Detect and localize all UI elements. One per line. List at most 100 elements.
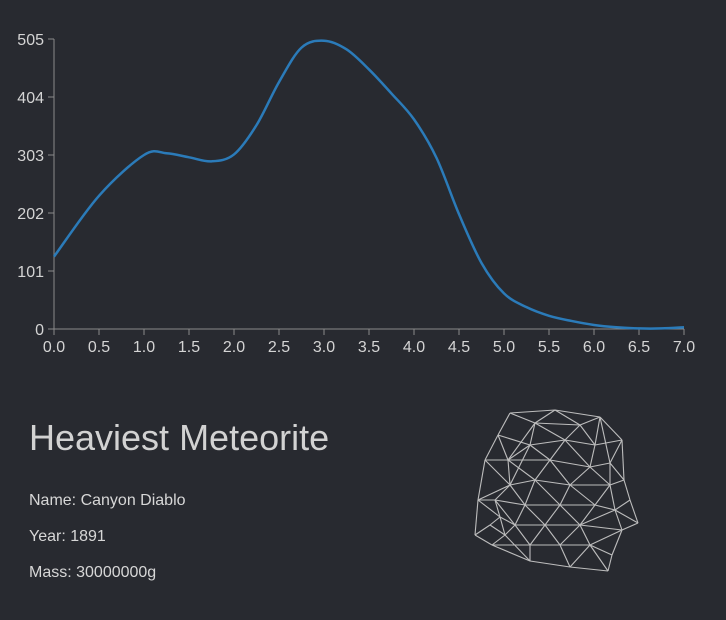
mesh-edge bbox=[514, 504, 526, 526]
mesh-edge bbox=[611, 529, 623, 556]
mesh-edge bbox=[599, 416, 611, 464]
mesh-edge bbox=[507, 459, 511, 486]
mesh-edge bbox=[554, 409, 581, 426]
mesh-edge bbox=[484, 459, 511, 486]
mesh-edge bbox=[474, 534, 493, 546]
mesh-edge bbox=[529, 439, 566, 446]
mesh-edge bbox=[614, 509, 639, 524]
mesh-edge bbox=[497, 434, 509, 461]
mesh-edge bbox=[534, 422, 581, 426]
meteorite-wireframe-icon bbox=[474, 409, 639, 572]
y-tick-label: 0 bbox=[35, 322, 44, 339]
mesh-edge bbox=[594, 484, 611, 506]
mesh-edge bbox=[524, 479, 536, 506]
meteorite-year: Year: 1891 bbox=[29, 528, 106, 545]
mesh-edge bbox=[614, 499, 631, 511]
mesh-edge bbox=[514, 524, 531, 546]
mesh-edge bbox=[549, 459, 571, 486]
y-tick-label: 101 bbox=[17, 264, 44, 281]
mesh-edge bbox=[589, 466, 611, 486]
x-tick-label: 2.5 bbox=[268, 339, 290, 356]
mesh-edge bbox=[623, 479, 631, 501]
mesh-edge bbox=[589, 529, 623, 546]
y-tick-label: 505 bbox=[17, 32, 44, 49]
x-tick-label: 2.0 bbox=[223, 339, 245, 356]
x-tick-label: 6.0 bbox=[583, 339, 605, 356]
mesh-edge bbox=[507, 459, 536, 481]
mesh-edge bbox=[544, 504, 561, 526]
mesh-edge bbox=[564, 439, 591, 468]
x-tick-label: 0.0 bbox=[43, 339, 65, 356]
mesh-edge bbox=[629, 499, 639, 524]
mesh-edge bbox=[534, 459, 551, 481]
mesh-edge bbox=[497, 412, 511, 436]
x-axis: 0.0 0.5 1.0 1.5 2.0 2.5 3.0 3.5 4.0 4.5 5.0 5.5 6.0 6… bbox=[43, 328, 695, 356]
mesh-edge bbox=[589, 544, 609, 572]
mesh-edge bbox=[489, 524, 506, 536]
mesh-edge bbox=[474, 499, 479, 536]
mesh-edge bbox=[489, 516, 501, 526]
mesh-edge bbox=[589, 462, 611, 468]
mesh-edge bbox=[579, 524, 623, 531]
mesh-edge bbox=[474, 524, 491, 536]
mesh-edge bbox=[609, 484, 616, 511]
mesh-edge bbox=[569, 466, 591, 486]
x-tick-label: 4.5 bbox=[448, 339, 470, 356]
mesh-edge bbox=[491, 544, 531, 562]
x-tick-label: 1.5 bbox=[178, 339, 200, 356]
mesh-edge bbox=[504, 524, 516, 536]
mesh-edge bbox=[477, 499, 501, 518]
mesh-edge bbox=[589, 544, 613, 556]
mesh-edge bbox=[534, 479, 571, 486]
mesh-edge bbox=[594, 416, 601, 446]
meteorite-name: Name: Canyon Diablo bbox=[29, 492, 186, 509]
mesh-edge bbox=[509, 479, 536, 486]
mesh-edge bbox=[559, 544, 571, 568]
mesh-edge bbox=[569, 544, 591, 568]
x-tick-label: 6.5 bbox=[628, 339, 650, 356]
mesh-edge bbox=[491, 534, 506, 546]
mesh-edge bbox=[564, 424, 581, 441]
meteorite-mass: Mass: 30000000g bbox=[29, 564, 157, 581]
mesh-edge bbox=[534, 479, 561, 506]
mesh-edge bbox=[509, 484, 526, 506]
mesh-edge bbox=[609, 439, 623, 464]
mesh-edge bbox=[549, 439, 566, 461]
mesh-edge bbox=[529, 422, 536, 446]
mesh-edge bbox=[559, 484, 571, 506]
mesh-edge bbox=[494, 499, 516, 526]
mesh-edge bbox=[504, 534, 531, 562]
x-tick-label: 5.5 bbox=[538, 339, 560, 356]
mesh-edge bbox=[529, 560, 571, 568]
x-tick-label: 4.0 bbox=[403, 339, 425, 356]
y-tick-label: 404 bbox=[17, 90, 44, 107]
x-tick-label: 3.5 bbox=[358, 339, 380, 356]
mesh-edge bbox=[509, 409, 556, 414]
y-tick-label: 202 bbox=[17, 206, 44, 223]
mesh-edge bbox=[579, 509, 616, 526]
x-tick-label: 7.0 bbox=[673, 339, 695, 356]
mesh-edge bbox=[477, 484, 511, 501]
mesh-edge bbox=[507, 422, 536, 461]
x-tick-label: 0.5 bbox=[88, 339, 110, 356]
mesh-edge bbox=[534, 409, 556, 424]
mesh-edge bbox=[484, 434, 499, 461]
mesh-edge bbox=[579, 424, 596, 446]
mesh-edge bbox=[529, 444, 551, 461]
mesh-edge bbox=[599, 416, 623, 441]
x-tick-label: 3.0 bbox=[313, 339, 335, 356]
x-tick-label: 5.0 bbox=[493, 339, 515, 356]
mesh-edge bbox=[579, 524, 591, 546]
mesh-edge bbox=[559, 504, 581, 526]
mesh-edge bbox=[579, 416, 601, 426]
y-axis: 0 101 202 303 404 505 bbox=[17, 32, 55, 339]
mesh-edge bbox=[499, 516, 516, 526]
mesh-edge bbox=[494, 484, 511, 501]
mesh-edge bbox=[494, 499, 501, 518]
mesh-edge bbox=[529, 524, 546, 546]
mesh-edge bbox=[609, 462, 625, 481]
mesh-edge bbox=[554, 409, 601, 418]
mesh-edge bbox=[589, 444, 596, 468]
mesh-edge bbox=[509, 444, 531, 486]
mesh-edge bbox=[564, 439, 596, 446]
